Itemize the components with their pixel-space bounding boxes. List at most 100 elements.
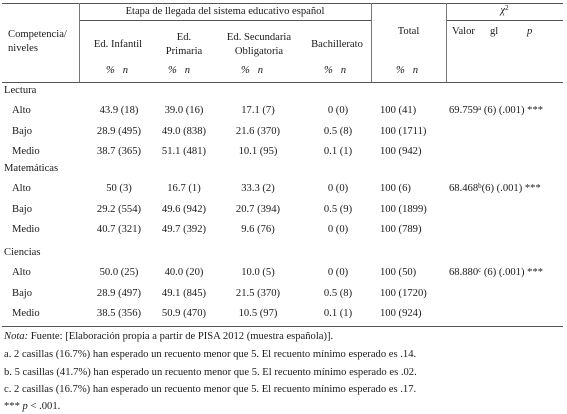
- level-label: Bajo: [12, 288, 33, 299]
- chi-value: 68.468: [449, 183, 479, 194]
- total-cell: 100 (1899): [380, 204, 427, 215]
- col-header-infantil: Ed. Infantil: [93, 39, 143, 50]
- unit-total: % n: [396, 65, 419, 76]
- total-cell: 100 (942): [380, 146, 422, 157]
- total-cell: 100 (50): [380, 267, 417, 278]
- table-cell: 50.0 (25): [99, 267, 139, 278]
- section-heading: Lectura: [4, 85, 37, 96]
- chi-square-cell: 69.759a (6) (.001) ***: [449, 104, 544, 117]
- level-label: Alto: [12, 183, 31, 194]
- section-heading: Ciencias: [4, 247, 41, 258]
- vrule-stage: [79, 3, 80, 82]
- table-cell: 38.5 (356): [96, 308, 142, 319]
- col-header-total: Total: [397, 26, 420, 37]
- level-label: Alto: [12, 105, 31, 116]
- table-cell: 39.0 (16): [164, 105, 204, 116]
- section-heading: Matemáticas: [4, 163, 59, 174]
- table-cell: 40.0 (20): [164, 267, 204, 278]
- table-cell: 0 (0): [327, 224, 349, 235]
- col-header-bachillerato: Bachillerato: [311, 39, 363, 50]
- table-cell: 20.7 (394): [235, 204, 281, 215]
- unit-secundaria: % n: [241, 65, 264, 76]
- table-cell: 0.1 (1): [323, 308, 353, 319]
- rule-header-bottom: [2, 82, 563, 83]
- chi-footnote-mark: c: [478, 266, 482, 274]
- total-cell: 100 (1720): [380, 288, 427, 299]
- sig-rest: < .001.: [27, 401, 61, 412]
- table-cell: 29.2 (554): [96, 204, 142, 215]
- rule-chi-under: [446, 20, 563, 21]
- total-cell: 100 (41): [380, 105, 417, 116]
- sig-p: p: [22, 401, 28, 412]
- table-cell: 10.1 (95): [238, 146, 278, 157]
- table-cell: 0.5 (9): [323, 204, 353, 215]
- rule-top: [2, 3, 563, 4]
- table-cell: 40.7 (321): [96, 224, 142, 235]
- table-cell: 28.9 (495): [96, 126, 142, 137]
- vrule-chi-left: [446, 3, 447, 82]
- table-cell: 49.0 (838): [161, 126, 207, 137]
- sig-prefix: ***: [4, 401, 23, 412]
- chi-symbol: χ: [500, 5, 506, 16]
- table-cell: 10.5 (97): [238, 308, 278, 319]
- chi-gl-p: (6) (.001) ***: [481, 183, 541, 194]
- table-cell: 33.3 (2): [241, 183, 275, 194]
- chi-exponent: 2: [505, 4, 509, 12]
- chi-square-cell: 68.468b(6) (.001) ***: [449, 182, 541, 195]
- table-cell: 0.5 (8): [323, 288, 353, 299]
- table-cell: 0.5 (8): [323, 126, 353, 137]
- table-cell: 17.1 (7): [241, 105, 275, 116]
- stage-header: Etapa de llegada del sistema educativo e…: [125, 6, 325, 17]
- competencia-header: Competencia/ niveles: [8, 29, 67, 54]
- level-label: Medio: [12, 308, 40, 319]
- total-cell: 100 (1711): [380, 126, 427, 137]
- note-c: c. 2 casillas (16.7%) han esperado un re…: [4, 384, 417, 395]
- level-label: Medio: [12, 146, 40, 157]
- chi-footnote-mark: b: [478, 182, 482, 190]
- level-label: Bajo: [12, 126, 33, 137]
- unit-infantil: % n: [106, 65, 129, 76]
- col-header-p: p: [527, 26, 533, 37]
- note-source: Nota: Fuente: [Elaboración propia a part…: [4, 331, 333, 342]
- table-cell: 28.9 (497): [96, 288, 142, 299]
- vrule-total-left: [371, 3, 372, 82]
- col-header-primaria: Ed. Primaria: [165, 32, 203, 57]
- col-header-secundaria: Ed. Secundaria Obligatoria: [226, 32, 292, 57]
- note-label: Nota:: [4, 331, 29, 342]
- note-source-text: Fuente: [Elaboración propia a partir de …: [28, 331, 334, 342]
- table-cell: 49.7 (392): [161, 224, 207, 235]
- table-cell: 16.7 (1): [167, 183, 201, 194]
- table-cell: 49.1 (845): [161, 288, 207, 299]
- total-cell: 100 (6): [380, 183, 411, 194]
- table-cell: 0 (0): [327, 267, 349, 278]
- table-cell: 0 (0): [327, 183, 349, 194]
- table-cell: 0 (0): [327, 105, 349, 116]
- table-cell: 21.6 (370): [235, 126, 281, 137]
- chi-square-header: χ2: [446, 4, 563, 17]
- rule-stage-under: [79, 20, 371, 21]
- table-cell: 51.1 (481): [161, 146, 207, 157]
- level-label: Alto: [12, 267, 31, 278]
- level-label: Bajo: [12, 204, 33, 215]
- total-cell: 100 (789): [380, 224, 422, 235]
- note-a: a. 2 casillas (16.7%) han esperado un re…: [4, 349, 417, 360]
- col-header-valor: Valor: [452, 26, 475, 37]
- table-cell: 43.9 (18): [99, 105, 139, 116]
- chi-footnote-mark: a: [478, 104, 482, 112]
- rule-table-bottom: [2, 326, 563, 327]
- total-cell: 100 (924): [380, 308, 422, 319]
- col-header-gl: gl: [490, 26, 499, 37]
- chi-gl-p: (6) (.001) ***: [481, 267, 544, 278]
- chi-square-cell: 68.880c (6) (.001) ***: [449, 266, 544, 279]
- table-cell: 21.5 (370): [235, 288, 281, 299]
- note-b: b. 5 casillas (41.7%) han esperado un re…: [4, 367, 417, 378]
- chi-value: 68.880: [449, 267, 479, 278]
- table-cell: 0.1 (1): [323, 146, 353, 157]
- chi-gl-p: (6) (.001) ***: [481, 105, 544, 116]
- table-cell: 50 (3): [106, 183, 132, 194]
- table-cell: 50.9 (470): [161, 308, 207, 319]
- chi-value: 69.759: [449, 105, 479, 116]
- level-label: Medio: [12, 224, 40, 235]
- unit-bachillerato: % n: [324, 65, 347, 76]
- note-significance: *** p < .001.: [4, 401, 60, 412]
